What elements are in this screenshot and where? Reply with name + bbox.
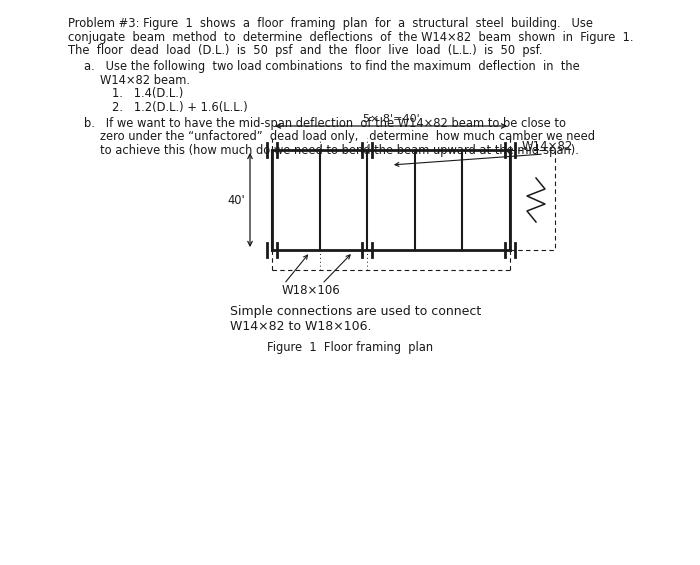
- Text: a.   Use the following  two load combinations  to find the maximum  deflection  : a. Use the following two load combinatio…: [84, 60, 580, 73]
- Text: W14×82 beam.: W14×82 beam.: [100, 73, 190, 86]
- Text: zero under the “unfactored”  dead load only,   determine  how much camber we nee: zero under the “unfactored” dead load on…: [100, 131, 595, 144]
- Text: W18×106: W18×106: [282, 284, 341, 297]
- Text: b.   If we want to have the mid-span deflection  of the W14×82 beam to be close : b. If we want to have the mid-span defle…: [84, 117, 566, 130]
- Text: W14×82: W14×82: [522, 140, 573, 153]
- Text: 5× 8'=40': 5× 8'=40': [363, 114, 419, 124]
- Text: Problem #3: Figure  1  shows  a  floor  framing  plan  for  a  structural  steel: Problem #3: Figure 1 shows a floor frami…: [68, 17, 593, 30]
- Text: Simple connections are used to connect: Simple connections are used to connect: [230, 305, 482, 318]
- Text: conjugate  beam  method  to  determine  deflections  of  the W14×82  beam  shown: conjugate beam method to determine defle…: [68, 31, 634, 44]
- Text: The  floor  dead  load  (D.L.)  is  50  psf  and  the  floor  live  load  (L.L.): The floor dead load (D.L.) is 50 psf and…: [68, 44, 542, 57]
- Text: Figure  1  Floor framing  plan: Figure 1 Floor framing plan: [267, 341, 433, 354]
- Text: 1.   1.4(D.L.): 1. 1.4(D.L.): [112, 87, 183, 100]
- Text: 2.   1.2(D.L.) + 1.6(L.L.): 2. 1.2(D.L.) + 1.6(L.L.): [112, 101, 248, 114]
- Text: 40': 40': [228, 193, 245, 206]
- Text: to achieve this (how much do we need to bend the beam upward at the mid-span).: to achieve this (how much do we need to …: [100, 144, 579, 157]
- Text: W14×82 to W18×106.: W14×82 to W18×106.: [230, 320, 372, 333]
